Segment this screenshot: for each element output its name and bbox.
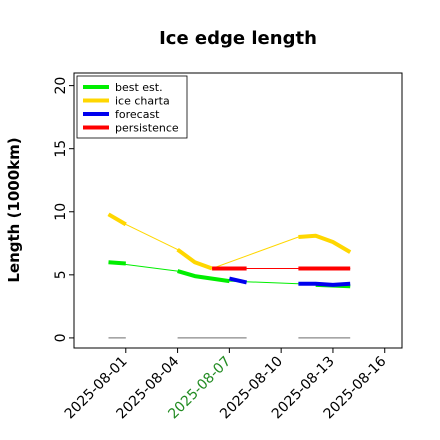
series-line-1: [108, 213, 351, 270]
y-tick-label-1: 5: [53, 270, 69, 279]
series-segment-1-1: [176, 247, 213, 271]
plot-frame: [73, 72, 403, 349]
legend-label-1: ice charta: [115, 95, 170, 108]
series-segment-1-0: [107, 212, 127, 227]
plot-area: [107, 212, 352, 339]
y-axis-label: Length (1000km): [5, 137, 23, 282]
legend-label-0: best est.: [115, 81, 163, 94]
y-tick-label-4: 20: [53, 77, 69, 95]
series-segment-1-2: [298, 233, 352, 254]
series-segment-0-0: [108, 260, 126, 266]
legend-label-2: forecast: [115, 108, 160, 121]
chart-title: Ice edge length: [159, 28, 317, 49]
y-tick-label-2: 10: [53, 203, 69, 221]
legend-label-3: persistence: [115, 122, 179, 135]
x-ticks: 2025-08-012025-08-042025-08-072025-08-10…: [62, 348, 390, 422]
y-tick-label-0: 0: [53, 333, 69, 342]
series-segment-2-1: [298, 281, 351, 287]
y-tick-label-3: 15: [53, 140, 69, 158]
series-segment-0-1: [177, 269, 230, 284]
y-ticks: 0 5 10 15 20: [53, 77, 74, 342]
series-segment-2-0: [228, 276, 248, 285]
